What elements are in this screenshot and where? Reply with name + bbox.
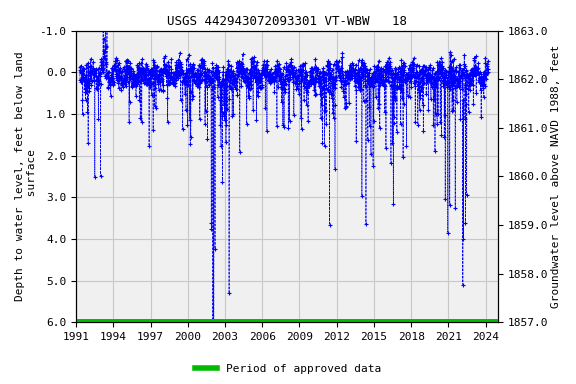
Title: USGS 442943072093301 VT-WBW   18: USGS 442943072093301 VT-WBW 18 <box>167 15 407 28</box>
Y-axis label: Depth to water level, feet below land
 surface: Depth to water level, feet below land su… <box>15 51 37 301</box>
Y-axis label: Groundwater level above NAVD 1988, feet: Groundwater level above NAVD 1988, feet <box>551 45 561 308</box>
Legend: Period of approved data: Period of approved data <box>191 359 385 379</box>
